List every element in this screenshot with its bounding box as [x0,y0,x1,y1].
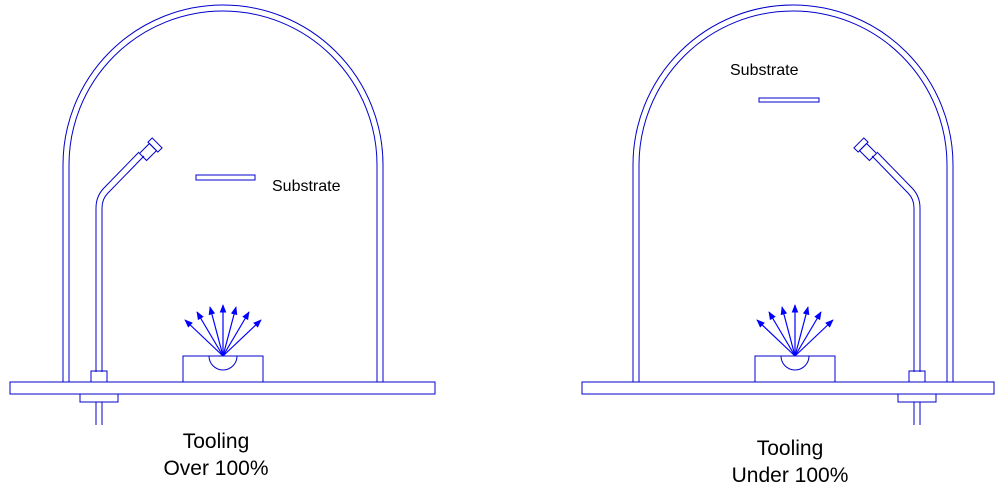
substrate [195,174,256,181]
sensor-arm [876,151,921,372]
panel-under-100: Substrate Tooling Under 100% [581,4,995,487]
bell-jar [632,4,954,382]
sensor-arm-inner [101,155,145,372]
bell-jar-inner [638,10,948,382]
base-plate [9,381,436,395]
feedthrough [79,370,119,425]
crystal-sensor [138,137,163,162]
evaporation-source [754,355,836,383]
bell-jar [62,4,384,382]
vapor-arrows [184,304,262,357]
substrate-label: Substrate [272,178,341,195]
substrate-label: Substrate [730,62,799,79]
feedthrough [897,370,937,425]
bell-jar-inner [68,10,378,382]
substrate [758,97,820,103]
evaporation-source [182,355,264,383]
caption-line-1: Tooling [183,430,250,453]
caption-line-2: Under 100% [732,464,849,487]
crystal-sensor [853,137,878,162]
caption-line-1: Tooling [757,437,824,460]
sensor-arm-inner [871,155,915,372]
panel-over-100: Substrate Tooling Over 100% [9,4,436,480]
caption-line-2: Over 100% [163,457,268,480]
sensor-arm [95,151,140,372]
base-plate [581,381,995,395]
vapor-arrows [756,304,834,357]
